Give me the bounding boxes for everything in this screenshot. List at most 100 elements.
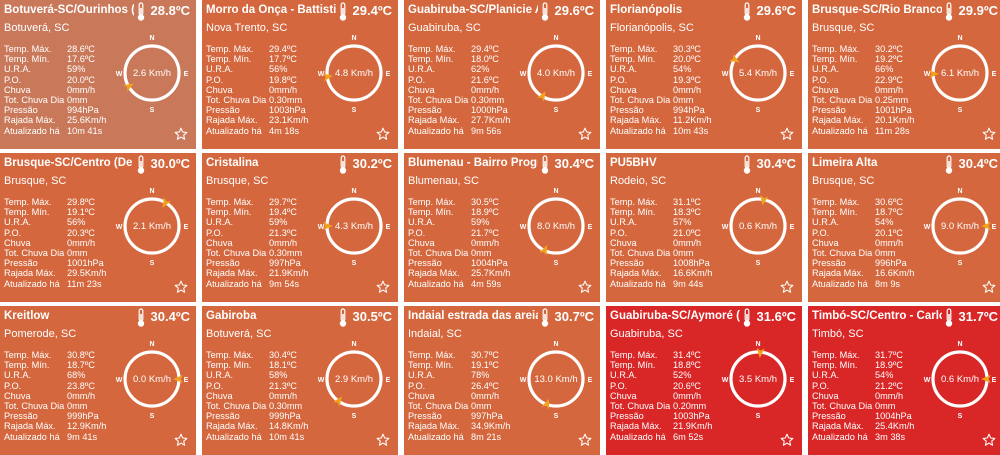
reading-label: Chuva <box>610 237 637 248</box>
reading-label: Temp. Máx. <box>4 197 52 207</box>
star-outline-icon[interactable] <box>578 433 592 447</box>
reading-label: U.R.A. <box>812 64 840 75</box>
reading-label: Rajada Máx. <box>610 421 662 432</box>
reading-value: 11m 28s <box>875 125 910 136</box>
station-name[interactable]: PU5BHV <box>610 157 657 169</box>
station-card[interactable]: Cristalina Brusque, SC 30.2ºC Temp. Máx. 29.… <box>202 153 398 302</box>
reading-label: U.R.A. <box>4 64 32 75</box>
reading-label: U.R.A. <box>408 217 436 228</box>
wind-speed: 3.5 Km/h <box>739 374 777 385</box>
station-name[interactable]: Blumenau - Bairro Progres <box>408 157 538 169</box>
station-card[interactable]: Indaial estrada das areia Indaial, SC 30.7… <box>404 306 600 455</box>
station-name[interactable]: Gabiroba <box>206 310 257 322</box>
reading-row-chuva: Chuva 0mm/h <box>610 85 728 95</box>
star-outline-icon[interactable] <box>174 127 188 141</box>
compass-n-label: N <box>351 341 356 348</box>
station-name[interactable]: Kreitlow <box>4 310 50 322</box>
star-outline-icon[interactable] <box>780 127 794 141</box>
reading-value: 1003hPa <box>269 105 306 116</box>
station-card[interactable]: Gabiroba Botuverá, SC 30.5ºC Temp. Máx. 30.4… <box>202 306 398 455</box>
reading-value: 11m 23s <box>67 278 102 289</box>
reading-label: U.R.A. <box>408 370 436 381</box>
station-card[interactable]: Morro da Onça - Battisti Nova Trento, SC 2… <box>202 0 398 149</box>
compass-n-label: N <box>957 188 962 195</box>
reading-row-pressao: Pressão 997hPa <box>206 258 324 268</box>
reading-value: 19.3ºC <box>673 74 701 85</box>
reading-value: 54% <box>875 370 894 381</box>
station-card[interactable]: Brusque-SC/Centro (De Cir Brusque, SC 30.0… <box>0 153 196 302</box>
star-outline-icon[interactable] <box>780 280 794 294</box>
station-name[interactable]: Florianópolis <box>610 4 683 16</box>
reading-label: Atualizado há <box>610 278 666 289</box>
reading-label: Chuva <box>408 237 435 248</box>
station-name[interactable]: Morro da Onça - Battisti <box>206 4 336 16</box>
station-card[interactable]: Florianópolis Florianópolis, SC 29.6ºC Temp… <box>606 0 802 149</box>
reading-row-rajada: Rajada Máx. 11.2Km/h <box>610 115 728 125</box>
star-outline-icon[interactable] <box>578 280 592 294</box>
reading-value: 20.1ºC <box>875 227 903 238</box>
star-outline-icon[interactable] <box>780 433 794 447</box>
compass-n-label: N <box>755 341 760 348</box>
reading-label: Rajada Máx. <box>610 268 662 279</box>
station-card[interactable]: PU5BHV Rodeio, SC 30.4ºC Temp. Máx. 31.1ºC Te… <box>606 153 802 302</box>
station-name[interactable]: Cristalina <box>206 157 259 169</box>
reading-label: P.O. <box>408 380 426 391</box>
reading-label: Rajada Máx. <box>206 421 258 432</box>
star-outline-icon[interactable] <box>982 433 996 447</box>
wind-speed: 6.1 Km/h <box>941 68 979 79</box>
station-name[interactable]: Guabiruba-SC/Planicie Alt <box>408 4 538 16</box>
station-name[interactable]: Guabiruba-SC/Aymoré (De <box>610 310 740 322</box>
station-name[interactable]: Brusque-SC/Rio Branco (D <box>812 4 942 16</box>
reading-row-po: P.O. 21.0ºC <box>610 228 728 238</box>
station-readings: Temp. Máx. 28.6ºC Temp. Mín. 17.6ºC U.R.A. 59… <box>4 44 122 136</box>
reading-row-po: P.O. 19.8ºC <box>206 75 324 85</box>
station-location: Brusque, SC <box>4 175 67 187</box>
reading-label: Temp. Máx. <box>812 350 860 360</box>
station-name[interactable]: Botuverá-SC/Ourinhos (De <box>4 4 134 16</box>
station-name[interactable]: Indaial estrada das areia <box>408 310 538 322</box>
reading-label: Rajada Máx. <box>4 421 56 432</box>
station-card[interactable]: Botuverá-SC/Ourinhos (De Botuverá, SC 28.8… <box>0 0 196 149</box>
reading-row-chuva: Chuva 0mm/h <box>206 391 324 401</box>
reading-row-temp-max: Temp. Máx. 30.6ºC <box>812 197 930 207</box>
station-name[interactable]: Brusque-SC/Centro (De Cir <box>4 157 134 169</box>
wind-compass: N S W E 4.3 Km/h <box>318 188 391 267</box>
station-card[interactable]: Brusque-SC/Rio Branco (D Brusque, SC 29.9º… <box>808 0 1000 149</box>
reading-label: Temp. Mín. <box>610 207 656 218</box>
reading-label: P.O. <box>610 380 628 391</box>
compass-s-label: S <box>150 260 155 267</box>
reading-row-po: P.O. 20.3ºC <box>4 228 122 238</box>
station-card[interactable]: Limeira Alta Brusque, SC 30.4ºC Temp. Máx. 3… <box>808 153 1000 302</box>
station-name[interactable]: Timbó-SC/Centro - Carlos <box>812 310 942 322</box>
star-outline-icon[interactable] <box>174 280 188 294</box>
reading-value: 11.2Km/h <box>673 115 712 126</box>
reading-value: 52% <box>673 370 692 381</box>
star-outline-icon[interactable] <box>174 433 188 447</box>
reading-label: Tot. Chuva Dia <box>610 247 671 258</box>
compass-e-label: E <box>790 224 795 231</box>
reading-label: Atualizado há <box>206 125 262 136</box>
star-outline-icon[interactable] <box>982 280 996 294</box>
reading-label: U.R.A. <box>206 217 234 228</box>
reading-row-temp-max: Temp. Máx. 30.7ºC <box>408 350 526 360</box>
station-name[interactable]: Limeira Alta <box>812 157 878 169</box>
reading-value: 21.9Km/h <box>673 421 713 432</box>
reading-label: Pressão <box>408 105 442 116</box>
star-outline-icon[interactable] <box>982 127 996 141</box>
station-readings: Temp. Máx. 31.1ºC Temp. Mín. 18.3ºC U.R.A. 57… <box>610 197 728 289</box>
star-outline-icon[interactable] <box>376 433 390 447</box>
star-outline-icon[interactable] <box>578 127 592 141</box>
reading-label: Chuva <box>206 84 233 95</box>
station-card[interactable]: Kreitlow Pomerode, SC 30.4ºC Temp. Máx. 30.8… <box>0 306 196 455</box>
wind-speed: 4.0 Km/h <box>537 68 575 79</box>
station-card[interactable]: Guabiruba-SC/Planicie Alt Guabiruba, SC 29… <box>404 0 600 149</box>
star-outline-icon[interactable] <box>376 127 390 141</box>
reading-label: Temp. Máx. <box>610 350 658 360</box>
station-card[interactable]: Blumenau - Bairro Progres Blumenau, SC 30.… <box>404 153 600 302</box>
reading-label: Pressão <box>610 105 644 116</box>
station-card[interactable]: Guabiruba-SC/Aymoré (De Guabiruba, SC 31.6… <box>606 306 802 455</box>
reading-value: 19.8ºC <box>269 74 297 85</box>
star-outline-icon[interactable] <box>376 280 390 294</box>
station-card[interactable]: Timbó-SC/Centro - Carlos Timbó, SC 31.7ºC T… <box>808 306 1000 455</box>
reading-value: 0mm/h <box>269 237 298 248</box>
